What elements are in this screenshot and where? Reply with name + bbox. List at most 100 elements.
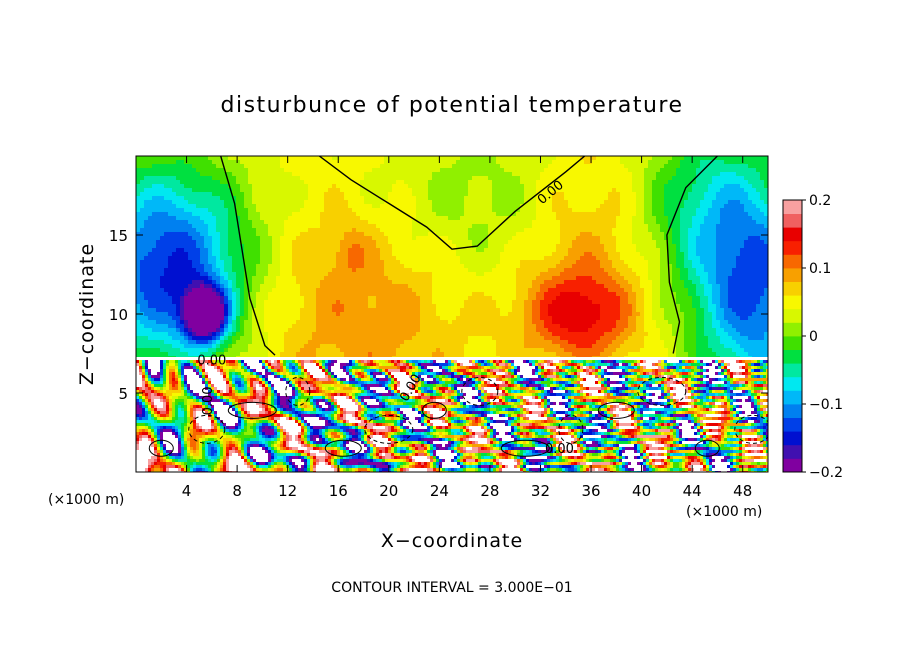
field-cell (756, 236, 761, 241)
field-cell (488, 176, 493, 181)
field-cell (228, 260, 233, 265)
field-cell (404, 260, 409, 265)
field-cell (516, 196, 521, 201)
field-cell (548, 252, 553, 257)
field-cell (264, 268, 269, 273)
field-cell (168, 268, 173, 273)
field-cell (704, 268, 709, 273)
field-cell (736, 156, 741, 161)
field-cell (568, 184, 573, 189)
field-cell (440, 212, 445, 217)
field-cell (596, 200, 601, 205)
field-cell (240, 212, 245, 217)
field-cell (176, 184, 181, 189)
field-cell (288, 184, 293, 189)
field-cell (676, 180, 681, 185)
field-cell (744, 204, 749, 209)
field-cell (244, 188, 249, 193)
field-cell (300, 280, 305, 285)
field-cell (608, 264, 613, 269)
field-cell (700, 216, 705, 221)
field-cell (208, 260, 213, 265)
field-cell (604, 196, 609, 201)
field-cell (392, 280, 397, 285)
field-cell (244, 252, 249, 257)
field-cell (660, 256, 665, 261)
field-cell (628, 180, 633, 185)
field-cell (632, 212, 637, 217)
field-cell (460, 168, 465, 173)
field-cell (712, 176, 717, 181)
field-cell (192, 160, 197, 165)
field-cell (696, 268, 701, 273)
field-cell (304, 224, 309, 229)
field-cell (672, 172, 677, 177)
field-cell (296, 208, 301, 213)
field-cell (604, 168, 609, 173)
field-cell (220, 248, 225, 253)
field-cell (232, 244, 237, 249)
field-cell (412, 264, 417, 269)
field-cell (608, 196, 613, 201)
field-cell (564, 184, 569, 189)
field-cell (480, 176, 485, 181)
field-cell (328, 260, 333, 265)
field-cell (756, 272, 761, 277)
field-cell (548, 260, 553, 265)
field-cell (388, 264, 393, 269)
field-cell (524, 252, 529, 257)
field-cell (672, 236, 677, 241)
field-cell (176, 276, 181, 281)
field-cell (296, 280, 301, 285)
field-cell (508, 208, 513, 213)
field-cell (188, 176, 193, 181)
field-cell (312, 276, 317, 281)
field-cell (220, 272, 225, 277)
field-cell (248, 200, 253, 205)
field-cell (280, 256, 285, 261)
field-cell (248, 216, 253, 221)
field-cell (160, 240, 165, 245)
field-cell (476, 264, 481, 269)
field-cell (756, 244, 761, 249)
field-cell (560, 256, 565, 261)
field-cell (152, 268, 157, 273)
field-cell (704, 248, 709, 253)
field-cell (624, 232, 629, 237)
field-cell (500, 216, 505, 221)
field-cell (700, 200, 705, 205)
field-cell (612, 256, 617, 261)
field-cell (764, 260, 768, 265)
field-cell (660, 264, 665, 269)
field-cell (696, 208, 701, 213)
field-cell (252, 168, 257, 173)
field-cell (680, 224, 685, 229)
field-cell (328, 168, 333, 173)
field-cell (324, 268, 329, 273)
field-cell (520, 176, 525, 181)
field-cell (280, 176, 285, 181)
field-cell (412, 160, 417, 165)
field-cell (320, 212, 325, 217)
field-cell (388, 176, 393, 181)
field-cell (384, 176, 389, 181)
field-cell (512, 228, 517, 233)
field-cell (176, 268, 181, 273)
field-cell (228, 220, 233, 225)
field-cell (720, 248, 725, 253)
field-cell (672, 248, 677, 253)
field-cell (640, 220, 645, 225)
field-cell (428, 224, 433, 229)
field-cell (188, 188, 193, 193)
field-cell (172, 268, 177, 273)
field-cell (188, 196, 193, 201)
field-cell (408, 176, 413, 181)
field-cell (300, 200, 305, 205)
field-cell (464, 248, 469, 253)
field-cell (604, 228, 609, 233)
field-cell (572, 180, 577, 185)
field-cell (588, 244, 593, 249)
field-cell (528, 224, 533, 229)
field-cell (284, 184, 289, 189)
field-cell (724, 216, 729, 221)
